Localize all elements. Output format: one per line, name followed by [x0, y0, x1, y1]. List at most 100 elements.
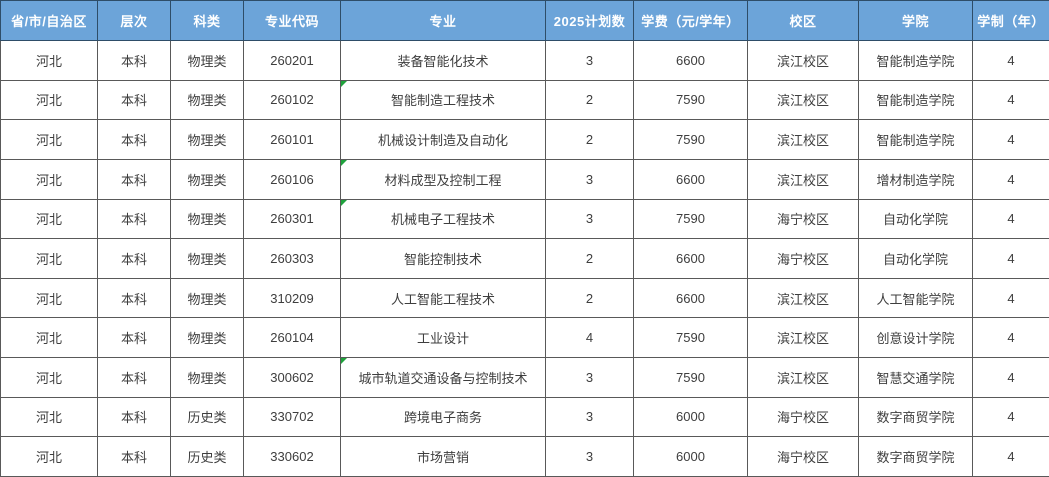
cell-province: 河北 — [0, 317, 98, 358]
cell-province: 河北 — [0, 277, 98, 319]
cell-value: 河北 — [35, 53, 62, 69]
column-header-college: 学院 — [858, 0, 973, 41]
column-header-label: 校区 — [789, 14, 817, 29]
cell-major: 城市轨道交通设备与控制技术 — [340, 357, 546, 398]
cell-value: 物理类 — [187, 133, 227, 149]
cell-value: 4 — [1007, 330, 1015, 346]
cell-duration: 4 — [972, 238, 1049, 279]
cell-value: 2 — [585, 250, 594, 266]
cell-college: 创意设计学院 — [858, 317, 973, 358]
cell-value: 本科 — [120, 410, 147, 426]
cell-value: 智能制造学院 — [876, 133, 955, 149]
cell-value: 2 — [585, 92, 594, 108]
cell-value: 本科 — [120, 450, 147, 466]
table-row: 河北 本科 物理类 260106 材料成型及控制工程 3 6600 滨江校区 增材制造学院 4 — [0, 158, 1049, 200]
column-header-label: 科类 — [193, 14, 221, 29]
cell-category: 历史类 — [170, 436, 244, 477]
cell-category: 物理类 — [170, 158, 244, 200]
cell-value: 4 — [1007, 409, 1015, 425]
cell-plan-2025: 2 — [545, 79, 634, 121]
cell-value: 创意设计学院 — [876, 331, 955, 347]
cell-value: 海宁校区 — [776, 450, 829, 466]
cell-college: 智慧交通学院 — [858, 357, 973, 398]
cell-plan-2025: 3 — [545, 40, 634, 81]
cell-value: 4 — [1007, 92, 1015, 108]
cell-level: 本科 — [97, 238, 171, 279]
cell-value: 330602 — [270, 449, 314, 465]
cell-value: 增材制造学院 — [876, 172, 955, 188]
cell-value: 6600 — [676, 52, 705, 68]
cell-value: 河北 — [35, 410, 62, 426]
cell-value: 物理类 — [187, 172, 227, 188]
cell-level: 本科 — [97, 436, 171, 477]
cell-value: 260106 — [270, 171, 314, 187]
cell-value: 海宁校区 — [776, 251, 829, 267]
cell-flag-icon — [341, 358, 347, 364]
cell-province: 河北 — [0, 198, 98, 240]
cell-value: 7590 — [676, 330, 705, 346]
cell-value: 海宁校区 — [776, 410, 829, 426]
column-header-label: 学院 — [901, 14, 929, 29]
cell-value: 物理类 — [187, 370, 227, 386]
cell-value: 310209 — [270, 290, 314, 306]
cell-tuition: 7590 — [633, 119, 748, 160]
cell-value: 本科 — [120, 251, 147, 267]
cell-value: 历史类 — [187, 450, 227, 466]
cell-category: 物理类 — [170, 238, 244, 279]
cell-value: 河北 — [35, 212, 62, 228]
cell-value: 河北 — [35, 331, 62, 347]
cell-plan-2025: 3 — [545, 198, 634, 240]
cell-duration: 4 — [972, 158, 1049, 200]
cell-province: 河北 — [0, 436, 98, 477]
cell-category: 物理类 — [170, 40, 244, 81]
cell-value: 滨江校区 — [776, 53, 829, 69]
cell-value: 物理类 — [187, 251, 227, 267]
cell-campus: 海宁校区 — [747, 238, 859, 279]
cell-plan-2025: 3 — [545, 357, 634, 398]
cell-value: 330702 — [270, 409, 314, 425]
cell-major: 智能控制技术 — [340, 238, 546, 279]
cell-major: 市场营销 — [340, 436, 546, 477]
cell-value: 本科 — [120, 212, 147, 228]
cell-value: 本科 — [120, 370, 147, 386]
cell-category: 物理类 — [170, 317, 244, 358]
cell-value: 滨江校区 — [776, 370, 829, 386]
cell-plan-2025: 2 — [545, 238, 634, 279]
column-header-label: 层次 — [120, 14, 148, 29]
cell-value: 滨江校区 — [776, 331, 829, 347]
column-header-category: 科类 — [170, 0, 244, 41]
cell-college: 自动化学院 — [858, 198, 973, 240]
table-row: 河北 本科 历史类 330602 市场营销 3 6000 海宁校区 数字商贸学院 4 — [0, 436, 1049, 477]
cell-tuition: 7590 — [633, 317, 748, 358]
cell-province: 河北 — [0, 238, 98, 279]
cell-college: 自动化学院 — [858, 238, 973, 279]
cell-value: 物理类 — [187, 331, 227, 347]
cell-value: 本科 — [120, 172, 147, 188]
cell-category: 物理类 — [170, 79, 244, 121]
cell-plan-2025: 3 — [545, 158, 634, 200]
cell-value: 河北 — [35, 172, 62, 188]
cell-province: 河北 — [0, 79, 98, 121]
cell-level: 本科 — [97, 158, 171, 200]
cell-major-code: 330702 — [243, 396, 341, 438]
cell-duration: 4 — [972, 436, 1049, 477]
cell-major: 智能制造工程技术 — [340, 79, 546, 121]
column-header-label: 2025计划数 — [553, 14, 626, 29]
cell-value: 数字商贸学院 — [876, 450, 955, 466]
column-header-tuition: 学费（元/学年） — [633, 0, 748, 41]
cell-value: 本科 — [120, 93, 147, 109]
column-header-label: 省/市/自治区 — [11, 14, 87, 29]
column-header-campus: 校区 — [747, 0, 859, 41]
cell-duration: 4 — [972, 79, 1049, 121]
cell-province: 河北 — [0, 40, 98, 81]
column-header-level: 层次 — [97, 0, 171, 41]
cell-plan-2025: 2 — [545, 277, 634, 319]
cell-value: 智能制造学院 — [876, 93, 955, 109]
cell-major: 工业设计 — [340, 317, 546, 358]
cell-value: 海宁校区 — [776, 212, 829, 228]
cell-level: 本科 — [97, 277, 171, 319]
cell-value: 6600 — [676, 250, 705, 266]
table-row: 河北 本科 物理类 260201 装备智能化技术 3 6600 滨江校区 智能制造学院 4 — [0, 40, 1049, 81]
cell-value: 4 — [1007, 290, 1015, 306]
